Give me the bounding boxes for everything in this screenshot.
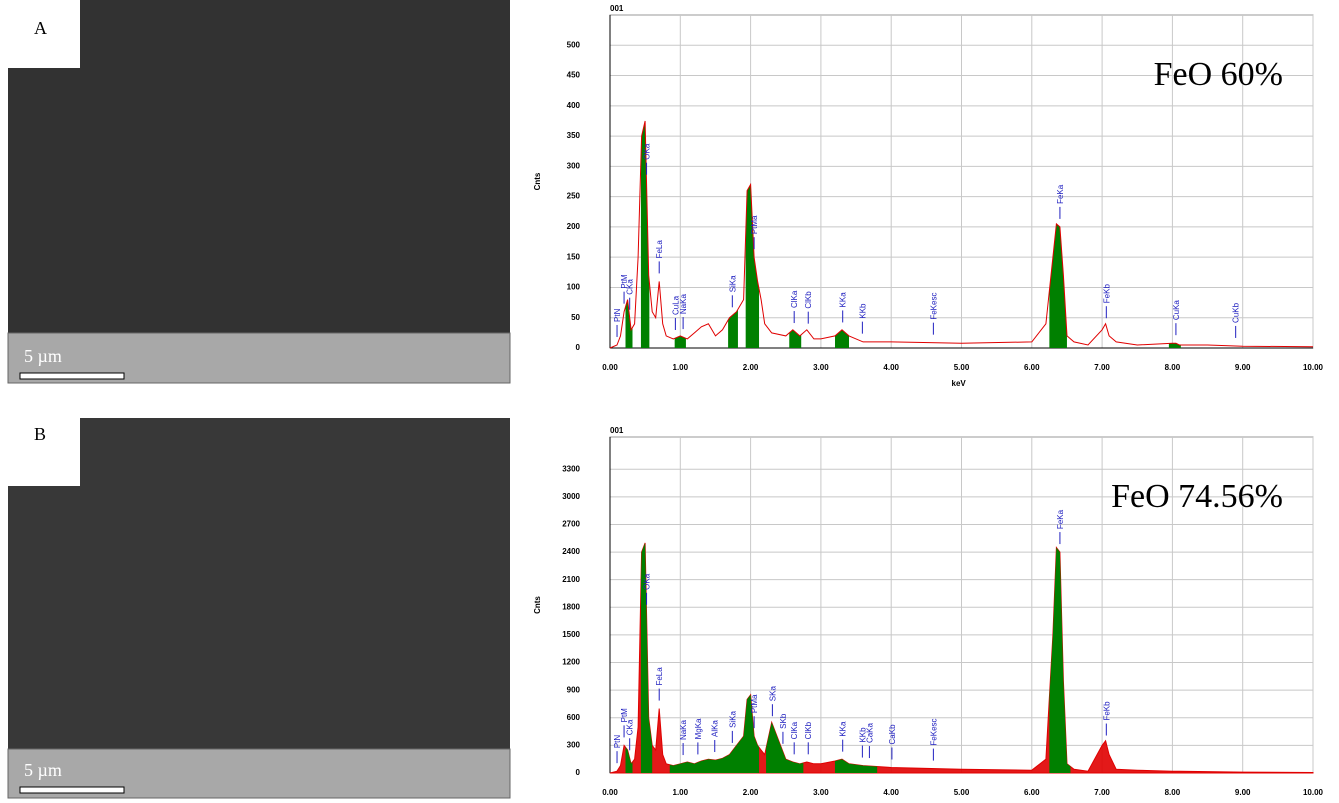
- x-tick-label: 2.00: [743, 363, 759, 372]
- x-tick-label: 0.00: [602, 363, 618, 372]
- spectrum-chart: 0 300 600 900 1200 1500 1800 2100 2400 2700 3000 33…: [533, 426, 1323, 803]
- x-tick-label: 7.00: [1094, 363, 1110, 372]
- x-tick-label: 5.00: [954, 363, 970, 372]
- x-tick-label: 2.00: [743, 788, 759, 797]
- chart-title: 001: [610, 4, 624, 13]
- x-tick-label: 3.00: [813, 788, 829, 797]
- peak-label: AlKa: [711, 720, 720, 737]
- x-tick-label: 9.00: [1235, 788, 1251, 797]
- peak-label: FeKesc: [929, 718, 938, 745]
- y-tick-label: 3300: [562, 464, 580, 473]
- peak-label: PtM: [620, 274, 629, 289]
- panel-label: B: [34, 424, 46, 444]
- x-tick-label: 3.00: [813, 363, 829, 372]
- x-axis-label: keV: [952, 379, 967, 388]
- peak-label: CaKb: [888, 724, 897, 745]
- y-axis-label: Cnts: [533, 172, 542, 190]
- chart-title: 001: [610, 426, 624, 435]
- y-tick-label: 2100: [562, 575, 580, 584]
- y-tick-label: 500: [567, 40, 581, 49]
- peak-label: ClKa: [790, 721, 799, 739]
- peak-label: FeKesc: [929, 293, 938, 320]
- peak-label: KKa: [839, 292, 848, 308]
- sem-image-b: B 5 µm: [8, 418, 510, 798]
- peak-label: SKa: [768, 686, 777, 702]
- annotation: FeO 74.56%: [1111, 478, 1283, 515]
- y-tick-label: 200: [567, 222, 581, 231]
- scale-bar-label: 5 µm: [24, 760, 62, 780]
- x-tick-label: 1.00: [673, 788, 689, 797]
- peak-label: FeLa: [655, 667, 664, 686]
- peak-label: CuKa: [1172, 300, 1181, 321]
- y-tick-label: 100: [567, 283, 581, 292]
- peak-label: FeKb: [1102, 284, 1111, 304]
- peak-label: FeKa: [1056, 509, 1065, 529]
- y-tick-label: 0: [576, 768, 581, 777]
- peak-label: SKb: [779, 713, 788, 729]
- peak-label: KKb: [858, 303, 867, 319]
- peak-label: ClKb: [804, 721, 813, 739]
- peak-label: NaKa: [679, 294, 688, 315]
- peak-label: FeLa: [655, 240, 664, 259]
- y-tick-label: 450: [567, 71, 581, 80]
- peak-label: SiKa: [728, 275, 737, 292]
- y-axis-label: Cnts: [533, 596, 542, 614]
- spectrum-chart: 0 50 100 150 200 250 300 350 400 450 500 0.00 1.00 2.…: [533, 4, 1323, 388]
- peak-label: NaKa: [679, 719, 688, 740]
- peak-label: PtMa: [750, 694, 759, 713]
- y-tick-label: 400: [567, 101, 581, 110]
- y-tick-label: 2400: [562, 547, 580, 556]
- x-tick-label: 4.00: [883, 788, 899, 797]
- y-tick-label: 0: [576, 343, 581, 352]
- y-tick-label: 1500: [562, 630, 580, 639]
- figure: A 5 µm B 5 µm 0 50 100 150 200 250 300 350 400 45…: [0, 0, 1339, 803]
- peak-label: ClKb: [804, 291, 813, 309]
- y-tick-label: 300: [567, 740, 581, 749]
- peak-label: FeKa: [1056, 184, 1065, 204]
- x-tick-label: 7.00: [1094, 788, 1110, 797]
- x-tick-label: 0.00: [602, 788, 618, 797]
- sem-image-a: A 5 µm: [8, 0, 510, 383]
- peak-label: FeKb: [1102, 701, 1111, 721]
- x-tick-label: 10.00: [1303, 788, 1324, 797]
- y-tick-label: 1200: [562, 658, 580, 667]
- panel-label: A: [34, 18, 47, 38]
- x-tick-label: 4.00: [883, 363, 899, 372]
- peak-label: MgKa: [694, 718, 703, 739]
- y-tick-label: 150: [567, 252, 581, 261]
- peak-label: OKa: [643, 143, 652, 160]
- peak-label: KKa: [839, 721, 848, 737]
- y-tick-label: 900: [567, 685, 581, 694]
- y-tick-label: 300: [567, 161, 581, 170]
- peak-label: CuKb: [1232, 302, 1241, 323]
- peak-label: PtN: [613, 735, 622, 749]
- y-tick-label: 350: [567, 131, 581, 140]
- peak-label: PtN: [613, 308, 622, 322]
- scale-bar-label: 5 µm: [24, 346, 62, 366]
- y-tick-label: 50: [571, 313, 580, 322]
- y-tick-label: 2700: [562, 520, 580, 529]
- y-tick-label: 1800: [562, 602, 580, 611]
- x-tick-label: 6.00: [1024, 788, 1040, 797]
- y-tick-label: 3000: [562, 492, 580, 501]
- peak-label: OKa: [643, 573, 652, 590]
- peak-label: PtM: [620, 708, 629, 723]
- peak-label: SiKa: [728, 710, 737, 727]
- x-tick-label: 6.00: [1024, 363, 1040, 372]
- x-tick-label: 9.00: [1235, 363, 1251, 372]
- x-tick-label: 8.00: [1165, 788, 1181, 797]
- peak-label: CaKa: [865, 722, 874, 743]
- peak-label: PtMa: [750, 215, 759, 234]
- y-tick-label: 250: [567, 192, 581, 201]
- x-tick-label: 1.00: [673, 363, 689, 372]
- x-tick-label: 8.00: [1165, 363, 1181, 372]
- annotation: FeO 60%: [1154, 56, 1283, 93]
- peak-label: ClKa: [790, 290, 799, 308]
- y-tick-label: 600: [567, 713, 581, 722]
- x-tick-label: 5.00: [954, 788, 970, 797]
- x-tick-label: 10.00: [1303, 363, 1324, 372]
